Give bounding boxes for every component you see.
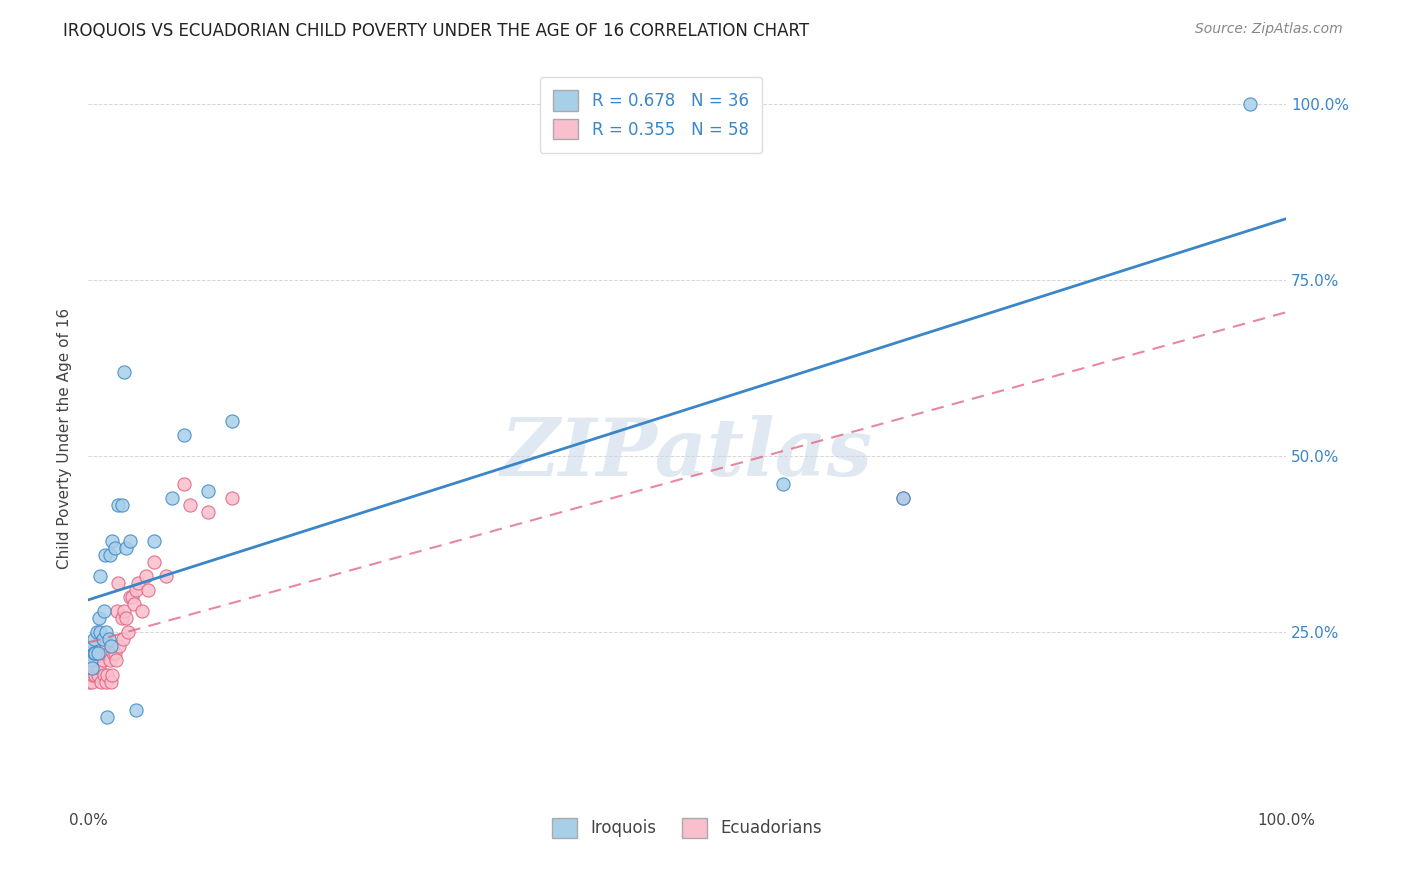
Point	[103, 647, 125, 661]
Point	[84, 660, 107, 674]
Point	[93, 647, 115, 661]
Point	[79, 667, 101, 681]
Point	[221, 414, 243, 428]
Point	[89, 632, 111, 647]
Point	[112, 604, 135, 618]
Point	[173, 428, 195, 442]
Point	[891, 491, 914, 506]
Point	[89, 625, 111, 640]
Point	[83, 647, 105, 661]
Point	[160, 491, 183, 506]
Point	[86, 653, 108, 667]
Point	[111, 611, 134, 625]
Point	[86, 625, 108, 640]
Point	[112, 365, 135, 379]
Point	[89, 647, 111, 661]
Point	[83, 632, 105, 647]
Point	[117, 625, 139, 640]
Point	[143, 555, 166, 569]
Point	[101, 533, 124, 548]
Point	[127, 576, 149, 591]
Point	[891, 491, 914, 506]
Point	[131, 604, 153, 618]
Point	[94, 548, 117, 562]
Point	[197, 506, 219, 520]
Point	[125, 582, 148, 597]
Point	[125, 703, 148, 717]
Text: Source: ZipAtlas.com: Source: ZipAtlas.com	[1195, 22, 1343, 37]
Point	[80, 674, 103, 689]
Point	[83, 653, 105, 667]
Point	[87, 647, 110, 661]
Point	[87, 667, 110, 681]
Point	[91, 632, 114, 647]
Point	[94, 632, 117, 647]
Point	[197, 484, 219, 499]
Point	[80, 653, 103, 667]
Point	[107, 576, 129, 591]
Legend: Iroquois, Ecuadorians: Iroquois, Ecuadorians	[546, 811, 828, 845]
Point	[135, 569, 157, 583]
Point	[98, 653, 121, 667]
Point	[82, 667, 104, 681]
Point	[82, 640, 104, 654]
Point	[143, 533, 166, 548]
Point	[83, 647, 105, 661]
Point	[100, 674, 122, 689]
Point	[87, 660, 110, 674]
Point	[103, 647, 125, 661]
Point	[87, 640, 110, 654]
Point	[121, 590, 143, 604]
Point	[96, 710, 118, 724]
Point	[122, 597, 145, 611]
Point	[179, 499, 201, 513]
Point	[79, 660, 101, 674]
Point	[80, 660, 103, 674]
Point	[94, 640, 117, 654]
Point	[111, 632, 134, 647]
Point	[155, 569, 177, 583]
Point	[772, 477, 794, 491]
Point	[105, 604, 128, 618]
Text: IROQUOIS VS ECUADORIAN CHILD POVERTY UNDER THE AGE OF 16 CORRELATION CHART: IROQUOIS VS ECUADORIAN CHILD POVERTY UND…	[63, 22, 810, 40]
Point	[98, 548, 121, 562]
Point	[89, 569, 111, 583]
Point	[79, 653, 101, 667]
Point	[96, 667, 118, 681]
Point	[79, 667, 101, 681]
Point	[93, 667, 115, 681]
Point	[115, 541, 138, 555]
Point	[94, 674, 117, 689]
Point	[100, 640, 122, 654]
Point	[136, 582, 159, 597]
Point	[93, 604, 115, 618]
Point	[90, 674, 112, 689]
Point	[84, 647, 107, 661]
Point	[115, 611, 138, 625]
Point	[79, 647, 101, 661]
Point	[111, 499, 134, 513]
Point	[1239, 96, 1261, 111]
Point	[87, 611, 110, 625]
Point	[101, 667, 124, 681]
Point	[120, 533, 142, 548]
Point	[79, 674, 101, 689]
Point	[173, 477, 195, 491]
Point	[221, 491, 243, 506]
Point	[84, 667, 107, 681]
Point	[97, 632, 120, 647]
Point	[104, 653, 127, 667]
Point	[86, 647, 108, 661]
Point	[103, 541, 125, 555]
Point	[120, 590, 142, 604]
Point	[107, 499, 129, 513]
Text: ZIPatlas: ZIPatlas	[501, 415, 873, 492]
Point	[82, 660, 104, 674]
Point	[91, 653, 114, 667]
Point	[94, 625, 117, 640]
Point	[87, 647, 110, 661]
Point	[97, 647, 120, 661]
Y-axis label: Child Poverty Under the Age of 16: Child Poverty Under the Age of 16	[58, 308, 72, 569]
Point	[108, 640, 131, 654]
